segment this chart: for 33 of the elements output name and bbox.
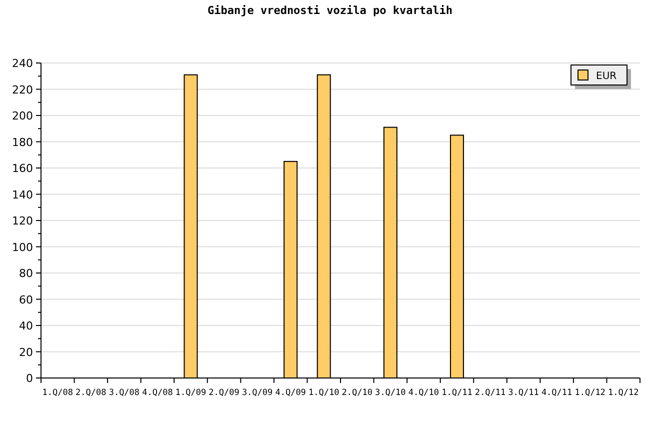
legend-label: EUR bbox=[596, 71, 617, 82]
y-tick-label: 0 bbox=[26, 372, 33, 385]
x-tick-label: 2.Q/08 bbox=[76, 388, 106, 398]
y-tick-label: 180 bbox=[12, 136, 33, 149]
y-tick-label: 240 bbox=[12, 57, 33, 70]
x-tick-label: 4.Q/09 bbox=[275, 388, 306, 398]
x-tick-label: 1.Q/08 bbox=[42, 388, 73, 398]
y-tick-label: 40 bbox=[19, 320, 33, 332]
x-tick-label: 1.Q/10 bbox=[308, 388, 340, 398]
x-tick-label: 2.Q/11 bbox=[474, 388, 506, 398]
x-tick-label: 2.Q/10 bbox=[342, 388, 372, 398]
x-tick-label: 1.Q/12 bbox=[574, 388, 606, 398]
x-tick-label: 4.Q/08 bbox=[142, 388, 173, 398]
x-tick-label: 1.Q/09 bbox=[175, 388, 206, 398]
x-tick-label: 3.Q/08 bbox=[108, 388, 140, 398]
y-tick-label: 20 bbox=[19, 346, 33, 359]
y-tick-label: 220 bbox=[12, 83, 33, 96]
y-tick-label: 60 bbox=[19, 293, 33, 306]
x-tick-label: 1.Q/12 bbox=[608, 388, 639, 398]
x-tick-label: 3.Q/11 bbox=[508, 388, 539, 398]
x-tick-label: 3.Q/10 bbox=[375, 388, 406, 398]
x-tick-label: 2.Q/09 bbox=[208, 388, 240, 398]
x-tick-label: 3.Q/09 bbox=[242, 388, 273, 398]
y-tick-label: 200 bbox=[12, 110, 33, 122]
y-tick-label: 100 bbox=[12, 240, 33, 254]
y-tick-label: 120 bbox=[12, 214, 33, 228]
y-tick-label: 80 bbox=[19, 267, 33, 280]
y-tick-label: 160 bbox=[12, 162, 33, 175]
x-tick-label: 4.Q/11 bbox=[541, 388, 572, 398]
y-tick-label: 140 bbox=[12, 188, 33, 202]
x-tick-label: 1.Q/11 bbox=[442, 388, 472, 398]
x-tick-label: 4.Q/10 bbox=[408, 388, 440, 398]
chart-title: Gibanje vrednosti vozila po kvartalih bbox=[207, 4, 453, 17]
